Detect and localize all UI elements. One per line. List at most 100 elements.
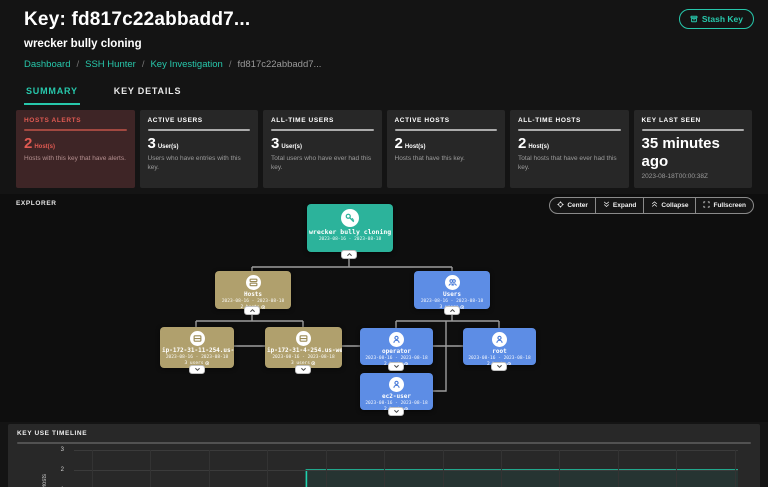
breadcrumb-link-key-investigation[interactable]: Key Investigation <box>150 59 223 70</box>
stat-card-value: 3 User(s) <box>271 135 374 153</box>
count-badge-icon <box>404 362 409 365</box>
breadcrumb-separator: / <box>228 59 232 70</box>
expand-button[interactable]: Expand <box>594 197 643 213</box>
node-expand-toggle[interactable] <box>295 364 311 374</box>
stat-card-title: KEY LAST SEEN <box>641 117 701 124</box>
breadcrumb-link-ssh-hunter[interactable]: SSH Hunter <box>85 59 136 70</box>
stat-card-description: 2023-08-18T00:00:38Z <box>641 173 709 180</box>
node-expand-toggle[interactable] <box>388 406 404 416</box>
button-label: Collapse <box>661 201 689 209</box>
h-gridline <box>74 469 738 471</box>
v-gridline <box>676 449 678 487</box>
v-gridline <box>267 449 269 487</box>
v-gridline <box>500 449 502 487</box>
stat-value: 3 <box>271 135 280 152</box>
stat-card-title: ACTIVE HOSTS <box>394 117 450 124</box>
node-label: wrecker bully cloning <box>309 227 392 236</box>
timeline-series <box>74 450 738 487</box>
node-collapse-toggle[interactable] <box>341 249 357 259</box>
node-dates: 2023-08-16 - 2023-08-18 <box>272 354 335 360</box>
node-label: ip-172-31-4-254.us-we… <box>267 346 342 354</box>
stat-card-description: Hosts that have this key. <box>394 155 465 162</box>
center-button[interactable]: Center <box>550 198 595 213</box>
stat-value: 2 <box>518 135 527 152</box>
v-gridline <box>734 449 736 487</box>
button-label: Center <box>567 201 588 209</box>
stat-card-description: Users who have entries with this key. <box>147 155 241 171</box>
stat-card-title: HOSTS ALERTS <box>24 117 82 124</box>
graph-node-host-1[interactable]: ip-172-31-11-254.us-w… 2023-08-16 - 2023… <box>160 326 234 368</box>
explorer-toolbar: Center Expand Collapse Fullscreen <box>549 196 754 214</box>
graph-node-user-operator[interactable]: operator 2023-08-16 - 2023-08-18 2 hosts <box>360 327 433 365</box>
stat-card-description: Total users who have ever had this key. <box>271 155 372 171</box>
graph-canvas[interactable]: wrecker bully cloning 2023-08-16 - 2023-… <box>0 194 768 422</box>
node-label: operator <box>382 347 411 355</box>
key-icon <box>341 208 359 227</box>
graph-node-user-root[interactable]: root 2023-08-16 - 2023-08-18 2 hosts <box>463 327 536 365</box>
timeline-title: KEY USE TIMELINE <box>17 429 88 437</box>
plot-area <box>74 449 738 487</box>
stash-key-button[interactable]: Stash Key <box>678 9 754 29</box>
stat-card-description: Total hosts that have ever had this key. <box>518 155 617 171</box>
node-label: Users <box>442 290 462 298</box>
y-axis-label: Hosts <box>42 474 48 487</box>
node-dates: 2023-08-16 - 2023-08-18 <box>165 354 229 360</box>
divider <box>17 441 751 444</box>
fullscreen-button[interactable]: Fullscreen <box>695 197 753 213</box>
v-gridline <box>442 449 444 487</box>
v-gridline <box>559 449 561 487</box>
chevron-up-icon <box>449 308 455 312</box>
stat-card-divider <box>271 129 374 131</box>
tab-summary[interactable]: SUMMARY <box>24 81 80 105</box>
y-tick-label: 2 <box>60 466 64 473</box>
breadcrumb-separator: / <box>76 59 80 70</box>
v-gridline <box>325 449 327 487</box>
page-header: Key: fd817c22abbadd7... Stash Key wrecke… <box>0 0 768 70</box>
node-dates: 2023-08-16 - 2023-08-18 <box>365 400 428 406</box>
chevron-down-icon <box>300 367 306 371</box>
stat-unit: Host(s) <box>528 144 550 150</box>
timeline-chart: Hosts 0123 06:0012:0018:00Aug 1606:0012:… <box>16 444 752 487</box>
stat-card-divider <box>147 129 250 131</box>
count-badge-icon <box>507 362 512 365</box>
graph-node-users-group[interactable]: Users 2023-08-16 - 2023-08-18 3 users <box>414 270 490 309</box>
breadcrumb-link-dashboard[interactable]: Dashboard <box>24 59 71 70</box>
chevron-down-icon <box>496 364 502 368</box>
tab-key-details[interactable]: KEY DETAILS <box>113 86 182 96</box>
v-gridline <box>384 449 386 487</box>
servers-icon <box>245 274 261 290</box>
breadcrumb-current: fd817c22abbadd7... <box>237 59 322 70</box>
stat-unit: User(s) <box>157 144 179 150</box>
graph-node-hosts-group[interactable]: Hosts 2023-08-16 - 2023-08-18 2 hosts <box>215 270 291 309</box>
node-expand-toggle[interactable] <box>189 364 205 374</box>
node-collapse-toggle[interactable] <box>244 305 260 315</box>
stat-card-active-users: ACTIVE USERS 3 User(s) Users who have entri… <box>139 110 258 188</box>
graph-node-host-2[interactable]: ip-172-31-4-254.us-we… 2023-08-16 - 2023… <box>265 326 342 368</box>
node-expand-toggle[interactable] <box>491 361 507 371</box>
graph-node-key[interactable]: wrecker bully cloning 2023-08-16 - 2023-… <box>307 203 393 252</box>
fullscreen-icon <box>703 201 711 210</box>
stash-key-label: Stash Key <box>701 14 743 24</box>
stat-card-description: Hosts with this key that have alerts. <box>24 155 126 162</box>
expand-chevrons-icon <box>603 201 610 210</box>
count-badge-icon <box>261 305 266 309</box>
node-label: ip-172-31-11-254.us-w… <box>162 346 234 354</box>
stat-value: 2 <box>24 135 33 152</box>
chevron-up-icon <box>346 252 352 256</box>
node-expand-toggle[interactable] <box>388 361 404 371</box>
collapse-button[interactable]: Collapse <box>643 197 695 213</box>
node-label: ec2-user <box>382 392 411 400</box>
stat-card-value: 2 Host(s) <box>24 135 127 153</box>
graph-node-user-ec2-user[interactable]: ec2-user 2023-08-16 - 2023-08-18 2 hosts <box>360 372 433 410</box>
page-title: Key: fd817c22abbadd7... <box>24 9 251 30</box>
stat-card-title: ALL-TIME HOSTS <box>518 117 581 124</box>
key-subtitle: wrecker bully cloning <box>24 38 142 50</box>
node-collapse-toggle[interactable] <box>444 305 460 315</box>
tab-bar: SUMMARY KEY DETAILS <box>0 81 768 105</box>
breadcrumb: Dashboard / SSH Hunter / Key Investigation / f… <box>24 59 752 70</box>
chevron-down-icon <box>393 409 399 413</box>
chevron-down-icon <box>393 364 399 368</box>
stat-card-divider <box>24 129 127 131</box>
node-dates: 2023-08-16 - 2023-08-18 <box>365 355 428 361</box>
breadcrumb-separator: / <box>141 59 145 70</box>
